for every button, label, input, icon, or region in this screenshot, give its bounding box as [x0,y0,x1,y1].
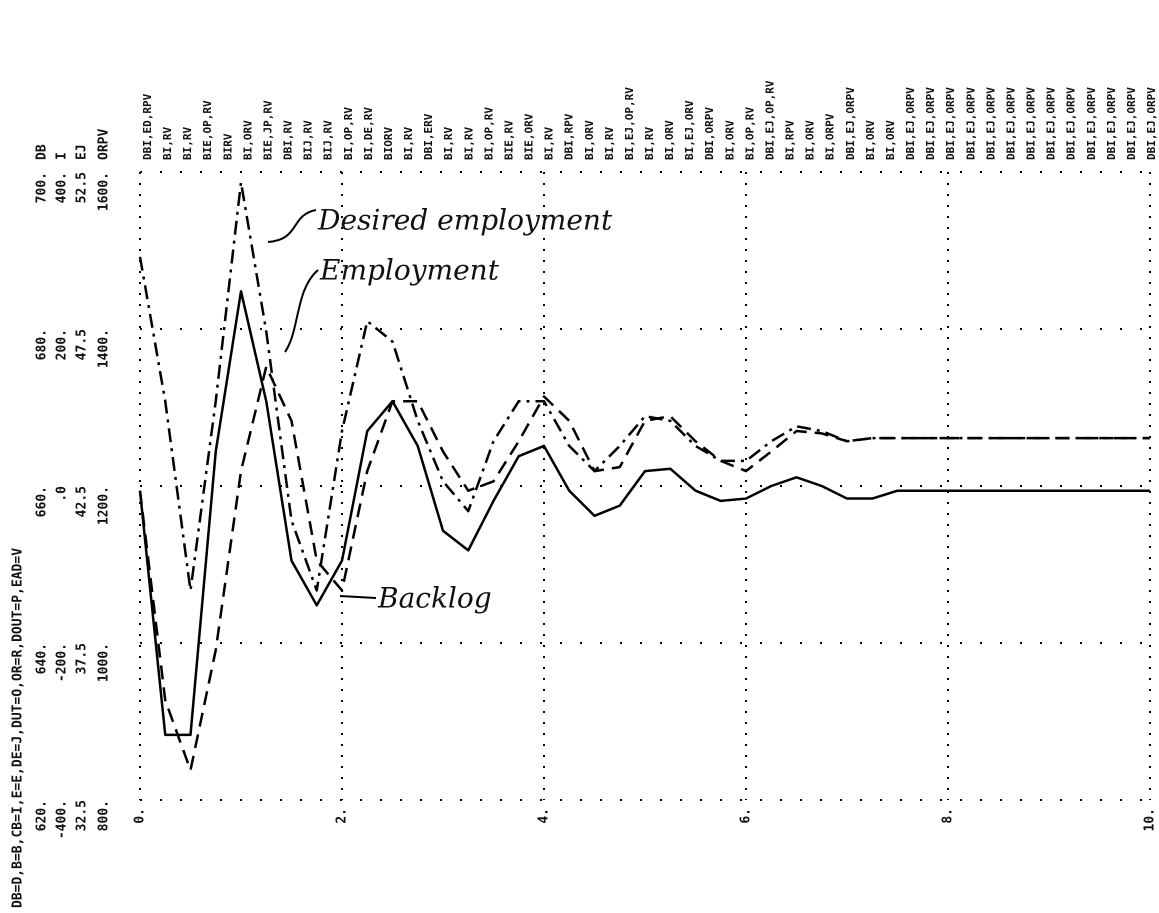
row-label: BI,DE,RV [362,107,375,160]
x-tick-label: 0. [133,808,148,824]
row-label: BI,RV [462,127,475,160]
y-tick-label: 680. [35,329,50,360]
scale-name: ORPV [97,129,112,160]
row-label: DBI,EJ,ORPV [1004,87,1017,160]
row-label: BI,RV [643,127,656,160]
row-label: DBI,EJ,ORPV [904,87,917,160]
row-label: BI,RV [181,127,194,160]
x-tick-label: 2. [335,808,350,824]
row-label: BIJ,RV [322,120,335,160]
row-label: DBI,RPV [563,113,576,160]
row-label: DBI,EJ,ORPV [1085,87,1098,160]
row-label: DBI,ERV [422,113,435,160]
y-tick-label: 200. [55,329,70,360]
annotation: Desired employment [317,204,613,237]
row-label: BI,RV [442,127,455,160]
row-label: DBI,EJ,OP,RV [763,80,776,160]
row-label: BI,EJ,ORV [683,100,696,160]
row-label: DBI,EJ,ORPV [1105,87,1118,160]
row-label: BI,ORV [864,120,877,160]
row-label: BI,OP,RV [342,107,355,160]
pointer [284,269,319,353]
row-label: BI,ORPV [824,113,837,160]
y-tick-label: -400. [55,800,70,839]
row-label: BI,ORV [804,120,817,160]
y-tick-label: 400. [55,172,70,203]
row-label: DBI,RV [282,120,295,160]
y-tick-label: 47.5 [75,329,90,360]
y-tick-label: 640. [35,643,50,674]
pointer [267,209,317,243]
y-tick-label: 620. [35,800,50,831]
row-label: BIE,OP,RV [201,100,214,160]
series-line [138,290,1150,737]
y-tick-label: 1000. [97,643,112,682]
series-line [138,180,1150,592]
y-tick-label: -200. [55,643,70,682]
row-label: DBI,EJ,ORPV [1025,87,1038,160]
row-label: DBI,EJ,ORPV [1045,87,1058,160]
row-label: DBI,ORPV [703,107,716,160]
series-line [138,365,1150,772]
row-label: BI,RV [161,127,174,160]
row-label: DBI,EJ,ORPV [1065,87,1078,160]
row-label: DBI,EJ,ORPV [844,87,857,160]
row-label: DBI,EJ,ORPV [984,87,997,160]
row-label: BI,OP,RV [482,107,495,160]
y-tick-label: 1200. [97,486,112,525]
row-label: DBI,EJ,ORPV [924,87,937,160]
row-label: BI,EJ,OP,RV [623,87,636,160]
x-tick-label: 8. [941,808,956,824]
row-label: DBI,EJ,ORPV [944,87,957,160]
row-label: BIRV [221,133,234,160]
scale-name: DB [35,144,50,160]
row-label: BI,ORV [241,120,254,160]
x-tick-label: 6. [739,808,754,824]
row-label: BIE,JP,RV [261,100,274,160]
annotation: Backlog [377,582,492,615]
row-label: DBI,EJ,ORPV [964,87,977,160]
row-label: DBI,ED,RPV [141,93,154,160]
pointer [339,595,377,599]
y-tick-label: 700. [35,172,50,203]
legend-line: DB=D,B=B,CB=I,E=E,DE=J,DUT=O,OR=R,DOUT=P… [11,548,26,908]
row-label: BI,RV [543,127,556,160]
x-tick-label: 10. [1143,808,1158,831]
row-label: BIORV [382,127,395,160]
row-label: BI,ORV [663,120,676,160]
row-label: DBI,EJ,ORPV [1145,87,1158,160]
y-tick-label: 800. [97,800,112,831]
row-label: DBI,EJ,ORPV [1125,87,1138,160]
y-tick-label: .0 [55,486,70,502]
row-label: BI,RV [402,127,415,160]
y-tick-label: 1400. [97,329,112,368]
row-label: BI,RV [603,127,616,160]
row-label: BI,RPV [784,120,797,160]
annotation: Employment [319,254,500,287]
row-label: BIE,RV [502,120,515,160]
row-label: BIJ,RV [302,120,315,160]
y-tick-label: 42.5 [75,486,90,517]
y-tick-label: 1600. [97,172,112,211]
row-label: BI,ORV [884,120,897,160]
y-tick-label: 52.5 [75,172,90,203]
scale-name: EJ [75,144,90,160]
row-label: BI,ORV [583,120,596,160]
row-label: BIE,ORV [523,113,536,160]
y-tick-label: 37.5 [75,643,90,674]
y-tick-label: 660. [35,486,50,517]
row-label: BI,OP,RV [743,107,756,160]
row-label: BI,ORV [723,120,736,160]
scale-name: I [55,152,70,160]
x-tick-label: 4. [537,808,552,824]
y-tick-label: 32.5 [75,800,90,831]
